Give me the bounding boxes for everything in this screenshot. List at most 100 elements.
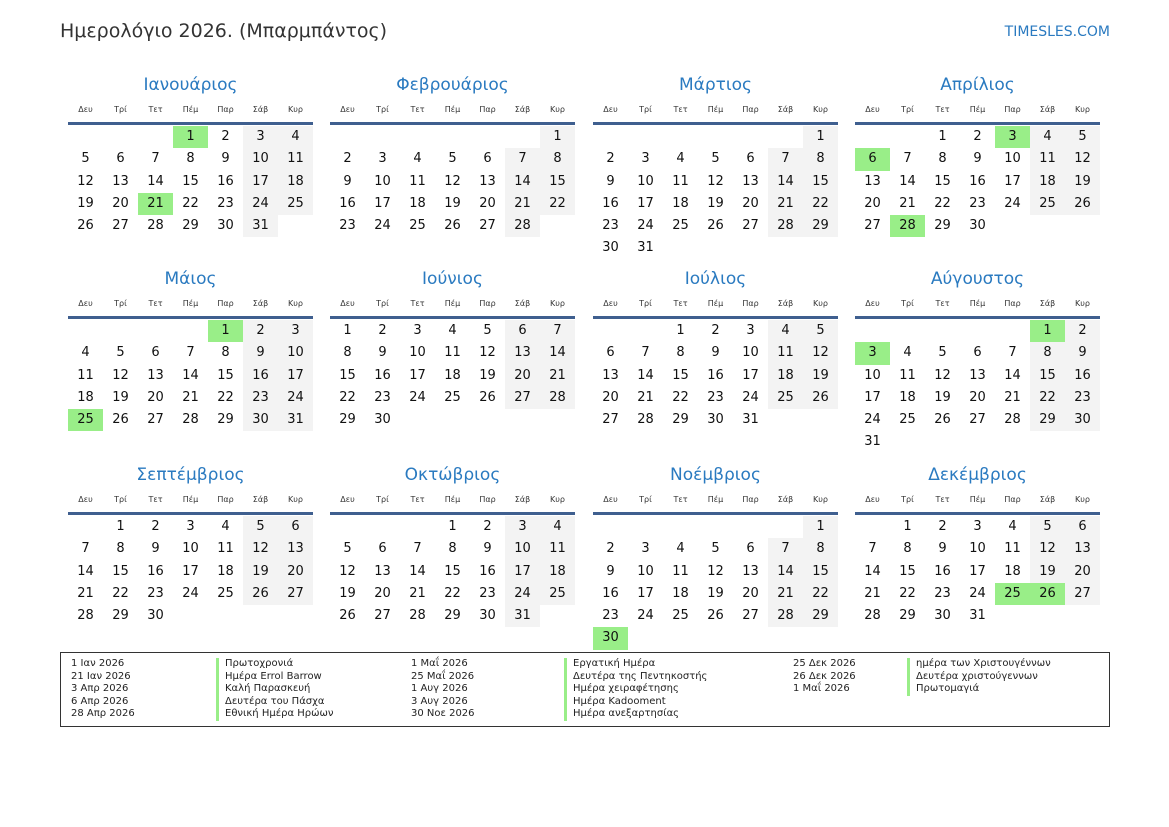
day-cell: 21 bbox=[540, 364, 575, 387]
day-cell: 19 bbox=[112, 389, 129, 405]
day-cell: 4 bbox=[448, 323, 457, 338]
day-cell: 6 bbox=[746, 541, 755, 557]
day-cell: 9 bbox=[483, 541, 492, 557]
weekday-label: Τρί bbox=[114, 299, 127, 308]
holiday-date: 26 Δεκ 2026 bbox=[793, 670, 856, 682]
site-link[interactable]: TIMESLES.COM bbox=[1004, 24, 1110, 40]
day-cell: 20 bbox=[374, 585, 391, 601]
weekday-label: Παρ bbox=[1004, 299, 1021, 308]
day-cell: 18 bbox=[409, 195, 426, 211]
day-cell: 23 bbox=[339, 218, 356, 234]
weekday-label: Τρί bbox=[114, 495, 127, 504]
day-cell: 16 bbox=[602, 195, 619, 211]
day-cell: 6 bbox=[151, 345, 160, 361]
weekday-label: Δευ bbox=[603, 105, 618, 114]
weekday-label: Παρ bbox=[217, 299, 234, 308]
day-cell: 11 bbox=[444, 345, 461, 361]
day-cell: 27 bbox=[479, 218, 496, 234]
holiday-date: 6 Απρ 2026 bbox=[71, 695, 129, 707]
day-cell: 8 bbox=[448, 541, 457, 557]
day-cell: 2 bbox=[938, 519, 947, 534]
day-cell: 22 bbox=[112, 585, 129, 601]
day-cell: 29 bbox=[672, 412, 689, 428]
holiday-date: 1 Αυγ 2026 bbox=[411, 683, 468, 695]
day-cell: 23 bbox=[934, 585, 951, 601]
day-cell: 30 bbox=[934, 608, 951, 624]
day-cell: 2 bbox=[378, 323, 387, 338]
day-cell: 6 bbox=[973, 345, 982, 361]
day-cell: 21 bbox=[182, 389, 199, 405]
day-cell: 28 bbox=[768, 605, 803, 628]
day-cell: 21 bbox=[768, 582, 803, 606]
day-cell: 23 bbox=[602, 218, 619, 234]
day-cell: 10 bbox=[969, 541, 986, 557]
day-cell: 12 bbox=[803, 342, 838, 365]
day-cell: 4 bbox=[903, 345, 912, 361]
day-grid: 1 2 3 4 5 6 7 8 9 10 11 12 13 14 15 16 17 18 19 20 21 22 23 24 2… bbox=[68, 126, 313, 238]
day-cell: 2 bbox=[1065, 320, 1100, 343]
day-cell: 12 bbox=[934, 367, 951, 383]
empty-cell bbox=[663, 126, 698, 148]
day-cell: 23 bbox=[969, 195, 986, 211]
weekday-label: Σάβ bbox=[777, 495, 794, 504]
day-cell: 19 bbox=[479, 367, 496, 383]
empty-cell bbox=[330, 126, 365, 148]
holiday-date: 28 Απρ 2026 bbox=[71, 708, 135, 720]
weekday-label: Κυρ bbox=[813, 299, 828, 308]
day-cell: 2 bbox=[243, 320, 278, 343]
day-cell: 15 bbox=[803, 170, 838, 193]
weekday-label: Πέμ bbox=[182, 299, 199, 308]
day-cell: 1 bbox=[803, 126, 838, 149]
month-2: Φεβρουάριος Δευ Τρί Τετ Πέμ Παρ Σάβ Κυρ 1 2 3 4 5 6 7 8… bbox=[330, 72, 575, 238]
day-cell: 20 bbox=[505, 364, 540, 387]
day-cell: 8 bbox=[540, 148, 575, 171]
day-cell: 4 bbox=[1008, 519, 1017, 534]
day-cell: 9 bbox=[711, 345, 720, 361]
empty-cell bbox=[435, 126, 470, 148]
day-cell: 23 bbox=[243, 386, 278, 410]
day-cell: 24 bbox=[278, 386, 313, 410]
day-cell: 5 bbox=[1065, 126, 1100, 149]
weekday-label: Πέμ bbox=[444, 299, 461, 308]
weekday-label: Σάβ bbox=[514, 105, 531, 114]
day-cell: 8 bbox=[116, 541, 125, 557]
day-cell: 14 bbox=[77, 563, 94, 579]
day-cell: 26 bbox=[444, 218, 461, 234]
day-cell: 12 bbox=[339, 563, 356, 579]
day-cell: 27 bbox=[147, 412, 164, 428]
day-cell: 25 bbox=[899, 412, 916, 428]
day-cell: 13 bbox=[112, 173, 129, 189]
empty-cell bbox=[68, 126, 103, 148]
weekday-label: Κυρ bbox=[550, 105, 565, 114]
day-grid: 1 2 3 4 5 6 7 8 9 10 11 12 13 14 15 16 17 18 19 20 21 22 23 24 2… bbox=[593, 516, 838, 650]
day-cell: 20 bbox=[1065, 560, 1100, 583]
day-cell: 11 bbox=[1004, 541, 1021, 557]
day-cell: 26 bbox=[803, 386, 838, 410]
empty-cell bbox=[768, 126, 803, 148]
holiday-name: Εθνική Ημέρα Ηρώων bbox=[216, 708, 333, 721]
day-cell: 17 bbox=[374, 195, 391, 211]
weekday-label: Πέμ bbox=[707, 105, 724, 114]
day-cell: 28 bbox=[768, 215, 803, 238]
month-8: Αύγουστος Δευ Τρί Τετ Πέμ Παρ Σάβ Κυρ 1 2 3 4 5 6 7 8 9 1… bbox=[855, 266, 1100, 454]
day-cell: 20 bbox=[112, 195, 129, 211]
day-cell: 2 bbox=[221, 129, 230, 144]
day-cell: 2 bbox=[343, 151, 352, 167]
day-cell: 5 bbox=[81, 151, 90, 167]
empty-cell bbox=[505, 126, 540, 148]
holiday-date: 3 Αυγ 2026 bbox=[411, 695, 468, 707]
day-cell: 9 bbox=[243, 342, 278, 365]
holiday-day-cell: 1 bbox=[208, 320, 243, 343]
day-cell: 4 bbox=[540, 516, 575, 539]
day-cell: 7 bbox=[768, 538, 803, 561]
month-name: Ιούνιος bbox=[422, 269, 483, 289]
weekday-header: Δευ Τρί Τετ Πέμ Παρ Σάβ Κυρ bbox=[68, 292, 313, 319]
empty-cell bbox=[698, 126, 733, 148]
weekday-label: Σάβ bbox=[514, 495, 531, 504]
day-cell: 20 bbox=[602, 389, 619, 405]
day-cell: 25 bbox=[217, 585, 234, 601]
weekday-label: Δευ bbox=[865, 105, 880, 114]
day-cell: 14 bbox=[899, 173, 916, 189]
day-cell: 16 bbox=[934, 563, 951, 579]
day-cell: 28 bbox=[409, 608, 426, 624]
